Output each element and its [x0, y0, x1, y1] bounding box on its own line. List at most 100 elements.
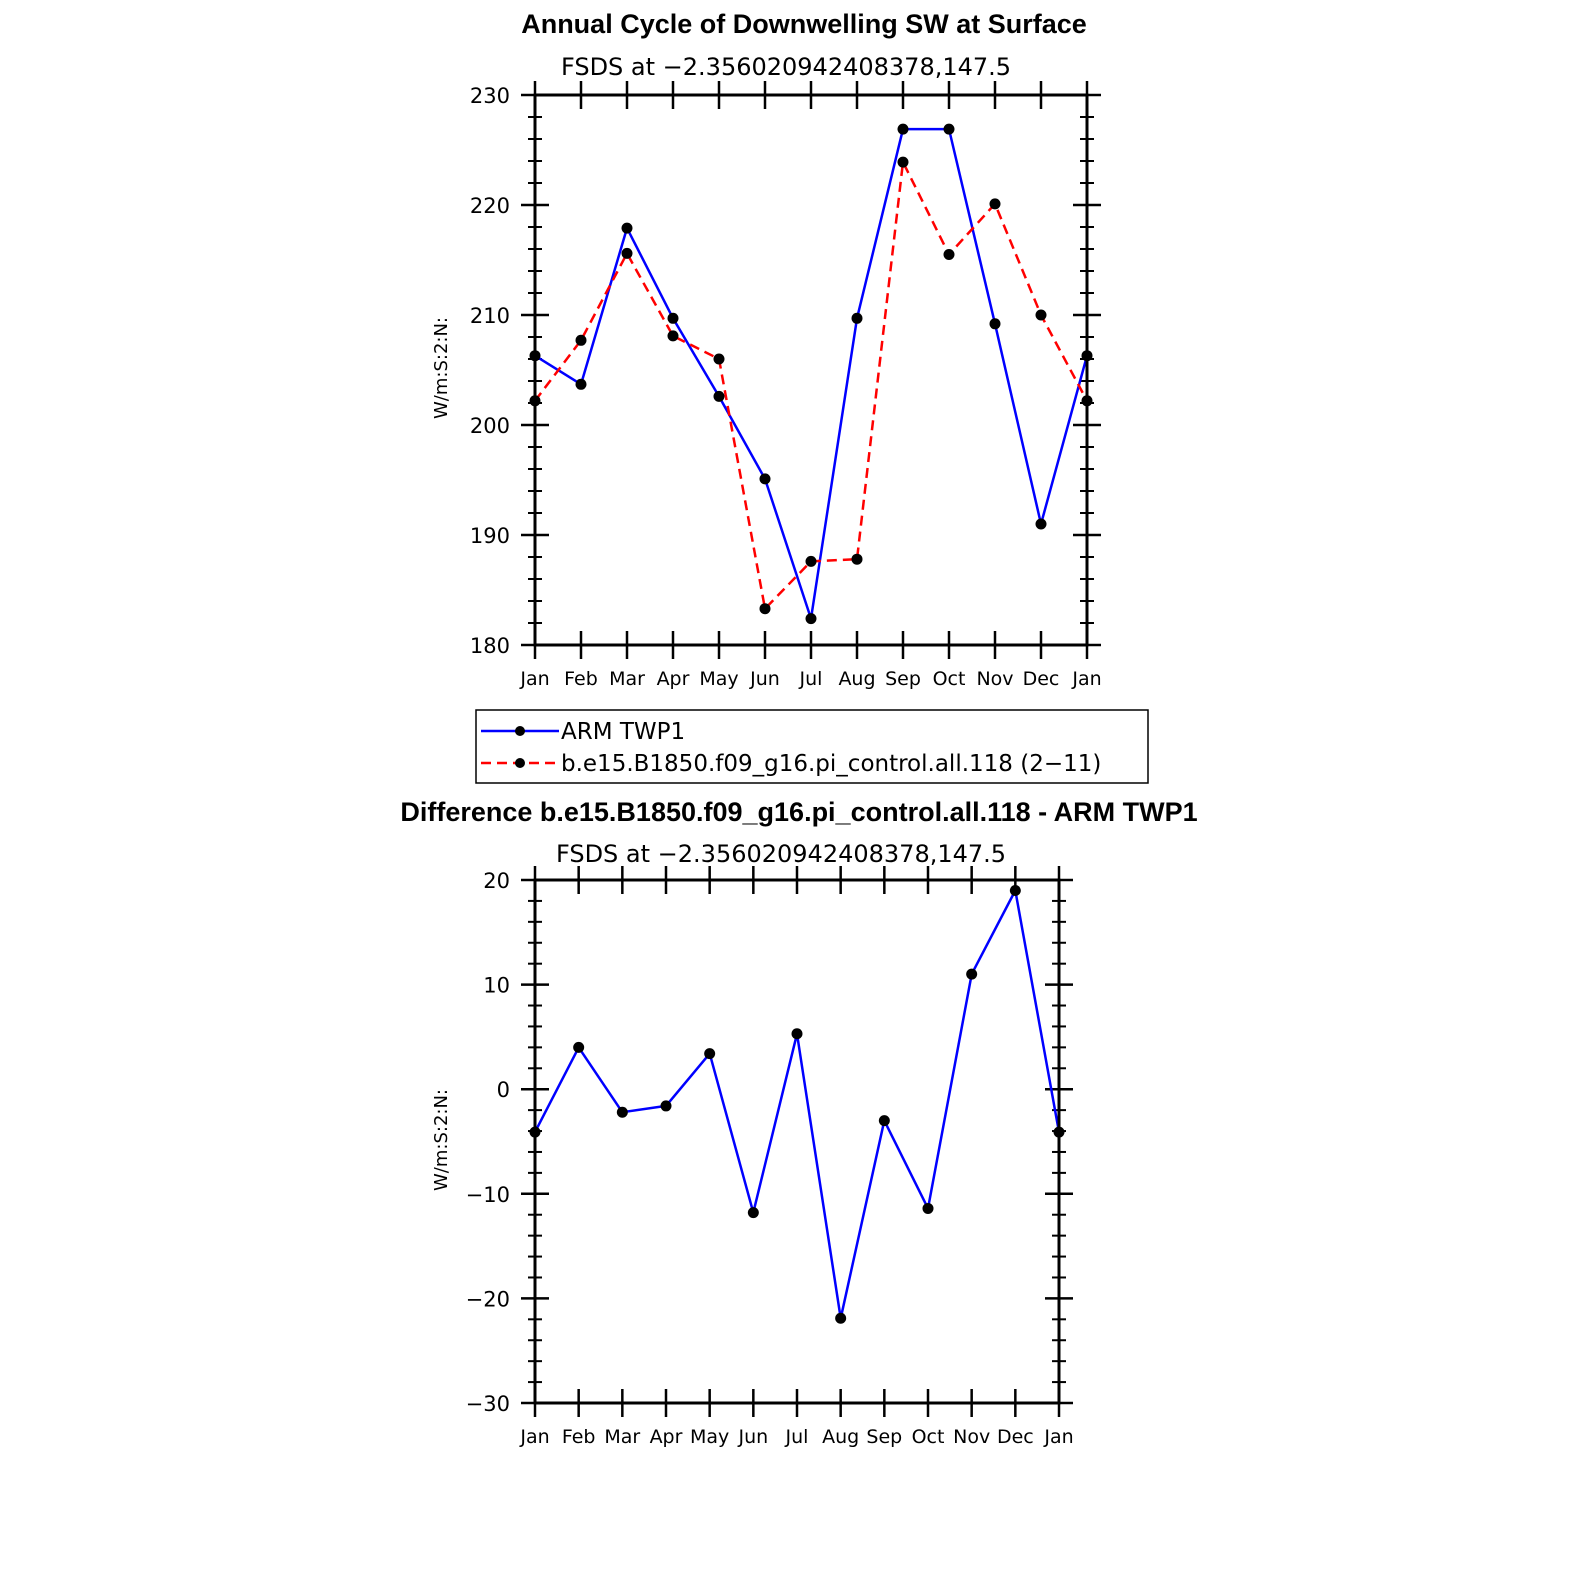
series-line-0 [534, 127, 1089, 620]
data-point [897, 123, 909, 135]
x-tick-label: Apr [650, 1426, 683, 1448]
chart-subtitle: FSDS at −2.356020942408378,147.5 [556, 840, 1006, 868]
x-tick-label: Aug [838, 668, 875, 690]
data-point [747, 1207, 759, 1219]
axis-ticks [521, 866, 1073, 1417]
y-axis-label: W/m:S:2:N: [431, 1089, 452, 1191]
data-point [989, 318, 1001, 330]
x-tick-label: May [699, 668, 738, 690]
x-tick-label: Jul [799, 668, 823, 690]
chart-title: Annual Cycle of Downwelling SW at Surfac… [521, 9, 1087, 39]
x-tick-label: Mar [604, 1426, 640, 1448]
data-point [835, 1312, 847, 1324]
x-tick-label: Jan [1043, 1426, 1073, 1448]
legend-label-model: b.e15.B1850.f09_g16.pi_control.all.118 (… [561, 751, 1101, 777]
x-tick-label: Apr [657, 668, 690, 690]
legend-label-arm: ARM TWP1 [561, 719, 685, 745]
y-tick-label: −30 [466, 1392, 510, 1416]
data-point [805, 613, 817, 625]
legend-marker-model [515, 758, 525, 768]
y-tick-label: −10 [466, 1183, 510, 1207]
legend-marker-arm [515, 726, 525, 736]
x-tick-labels: Jan Feb Mar Apr May Jun Jul Aug Sep Oct Nov Dec Jan [519, 1426, 1073, 1448]
data-point [667, 330, 679, 342]
legend: ARM TWP1 b.e15.B1850.f09_g16.pi_control.… [475, 709, 1149, 784]
y-tick-label: 20 [483, 869, 510, 893]
data-point [575, 334, 587, 346]
y-tick-label: 10 [483, 974, 510, 998]
x-tick-labels: Jan Feb Mar Apr May Jun Jul Aug Sep Oct Nov Dec Jan [519, 668, 1101, 690]
y-tick-label: 0 [497, 1078, 510, 1102]
plot-frame [533, 93, 1089, 647]
data-point [713, 353, 725, 365]
data-point [759, 603, 771, 615]
x-tick-label: Jan [519, 1426, 549, 1448]
data-point [621, 222, 633, 234]
y-tick-labels: −30 −20 −10 0 10 20 [466, 869, 510, 1416]
data-point [922, 1202, 934, 1214]
y-tick-label: 230 [470, 84, 510, 108]
data-point [759, 473, 771, 485]
data-point [989, 198, 1001, 210]
data-point [851, 553, 863, 565]
y-tick-label: 180 [470, 634, 510, 658]
x-tick-label: Oct [933, 668, 966, 690]
x-tick-label: Jun [749, 668, 780, 690]
x-tick-label: Jul [785, 1426, 809, 1448]
y-tick-label: 220 [470, 194, 510, 218]
axis-ticks [521, 81, 1101, 659]
chart-title: Difference b.e15.B1850.f09_g16.pi_contro… [400, 797, 1197, 827]
x-tick-label: Feb [564, 668, 598, 690]
data-point [621, 247, 633, 259]
series-lines [533, 889, 1061, 1320]
x-tick-label: Nov [976, 668, 1013, 690]
x-tick-label: Oct [912, 1426, 945, 1448]
data-point [575, 378, 587, 390]
x-tick-label: Mar [609, 668, 645, 690]
legend-box [475, 709, 1149, 784]
x-tick-label: Jan [1071, 668, 1101, 690]
data-point [713, 390, 725, 402]
x-tick-label: Feb [562, 1426, 596, 1448]
y-tick-label: 210 [470, 304, 510, 328]
series-line-1 [534, 160, 1089, 610]
x-tick-label: Jun [737, 1426, 768, 1448]
data-point [897, 156, 909, 168]
x-tick-label: Dec [997, 1426, 1034, 1448]
series-points [529, 123, 1093, 625]
difference-panel: Difference b.e15.B1850.f09_g16.pi_contro… [400, 797, 1197, 1448]
data-point [966, 968, 978, 980]
x-tick-label: May [690, 1426, 729, 1448]
data-point [791, 1028, 803, 1040]
data-point [943, 249, 955, 260]
y-tick-label: 190 [470, 524, 510, 548]
chart-subtitle: FSDS at −2.356020942408378,147.5 [561, 53, 1011, 81]
series-line-0 [533, 889, 1061, 1320]
data-point [943, 123, 955, 135]
x-tick-label: Sep [866, 1426, 902, 1448]
x-tick-label: Nov [953, 1426, 990, 1448]
data-point [851, 312, 863, 324]
x-tick-label: Sep [885, 668, 921, 690]
x-tick-label: Dec [1023, 668, 1060, 690]
y-tick-label: −20 [466, 1287, 510, 1311]
series-lines [534, 127, 1089, 620]
x-tick-label: Aug [822, 1426, 859, 1448]
series-points [529, 884, 1065, 1324]
annual-cycle-panel: Annual Cycle of Downwelling SW at Surfac… [431, 9, 1102, 690]
y-axis-label: W/m:S:2:N: [431, 317, 452, 419]
data-point [805, 555, 817, 567]
data-point [1035, 309, 1047, 321]
plot-frame [533, 878, 1061, 1405]
data-point [667, 312, 679, 324]
data-point [660, 1100, 672, 1112]
data-point [573, 1041, 585, 1053]
y-tick-labels: 180 190 200 210 220 230 [470, 84, 510, 658]
data-point [878, 1115, 890, 1127]
x-tick-label: Jan [519, 668, 549, 690]
y-tick-label: 200 [470, 414, 510, 438]
data-point [1035, 518, 1047, 530]
data-point [1009, 884, 1021, 896]
data-point [704, 1048, 716, 1060]
